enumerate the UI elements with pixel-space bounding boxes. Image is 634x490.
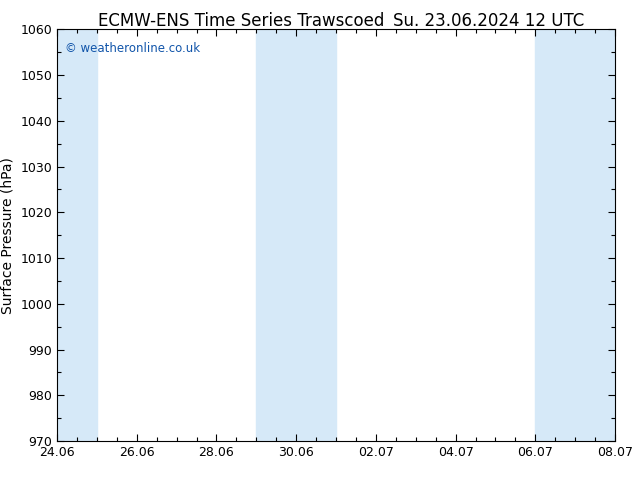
- Bar: [535, 29, 575, 441]
- Bar: [57, 29, 97, 441]
- Bar: [575, 29, 615, 441]
- Bar: [296, 29, 336, 441]
- Text: © weatheronline.co.uk: © weatheronline.co.uk: [65, 42, 200, 55]
- Y-axis label: Surface Pressure (hPa): Surface Pressure (hPa): [1, 157, 15, 314]
- Text: Su. 23.06.2024 12 UTC: Su. 23.06.2024 12 UTC: [392, 12, 584, 30]
- Text: ECMW-ENS Time Series Trawscoed: ECMW-ENS Time Series Trawscoed: [98, 12, 384, 30]
- Bar: [256, 29, 296, 441]
